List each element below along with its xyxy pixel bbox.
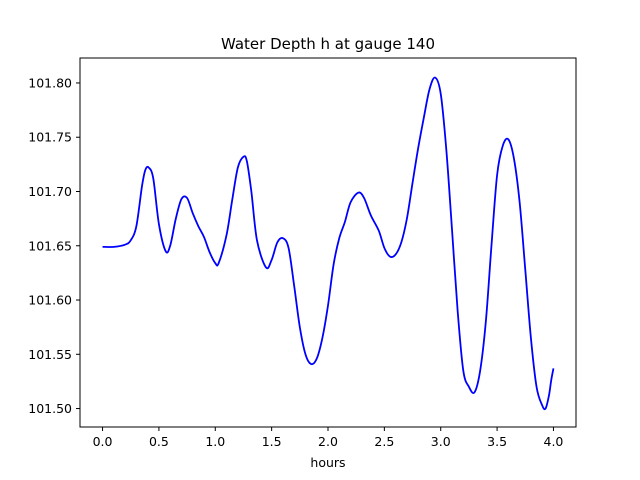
x-tick-label: 0.5 [149,434,169,449]
y-tick-label: 101.80 [28,75,72,90]
y-tick-label: 101.70 [28,184,72,199]
y-tick-label: 101.55 [28,347,72,362]
x-tick-label: 2.5 [374,434,394,449]
x-tick-label: 1.5 [262,434,282,449]
x-axis: 0.0 0.5 1.0 1.5 2.0 2.5 3.0 3.5 4.0 [93,427,564,449]
x-tick-label: 2.0 [318,434,338,449]
y-axis: 101.50 101.55 101.60 101.65 101.70 101.75 101.… [28,75,80,416]
x-tick-label: 3.5 [487,434,507,449]
x-tick-label: 0.0 [93,434,113,449]
chart-title: Water Depth h at gauge 140 [221,35,435,53]
x-tick-label: 4.0 [544,434,564,449]
axes-frame [79,57,577,428]
y-tick-label: 101.65 [28,238,72,253]
series-line-0 [102,76,555,411]
y-tick-label: 101.60 [28,293,72,308]
x-axis-label: hours [310,455,345,470]
plot-area [79,57,577,428]
series-layer [102,76,555,411]
y-tick-label: 101.50 [28,401,72,416]
x-tick-label: 1.0 [205,434,225,449]
x-tick-label: 3.0 [431,434,451,449]
y-tick-label: 101.75 [28,130,72,145]
